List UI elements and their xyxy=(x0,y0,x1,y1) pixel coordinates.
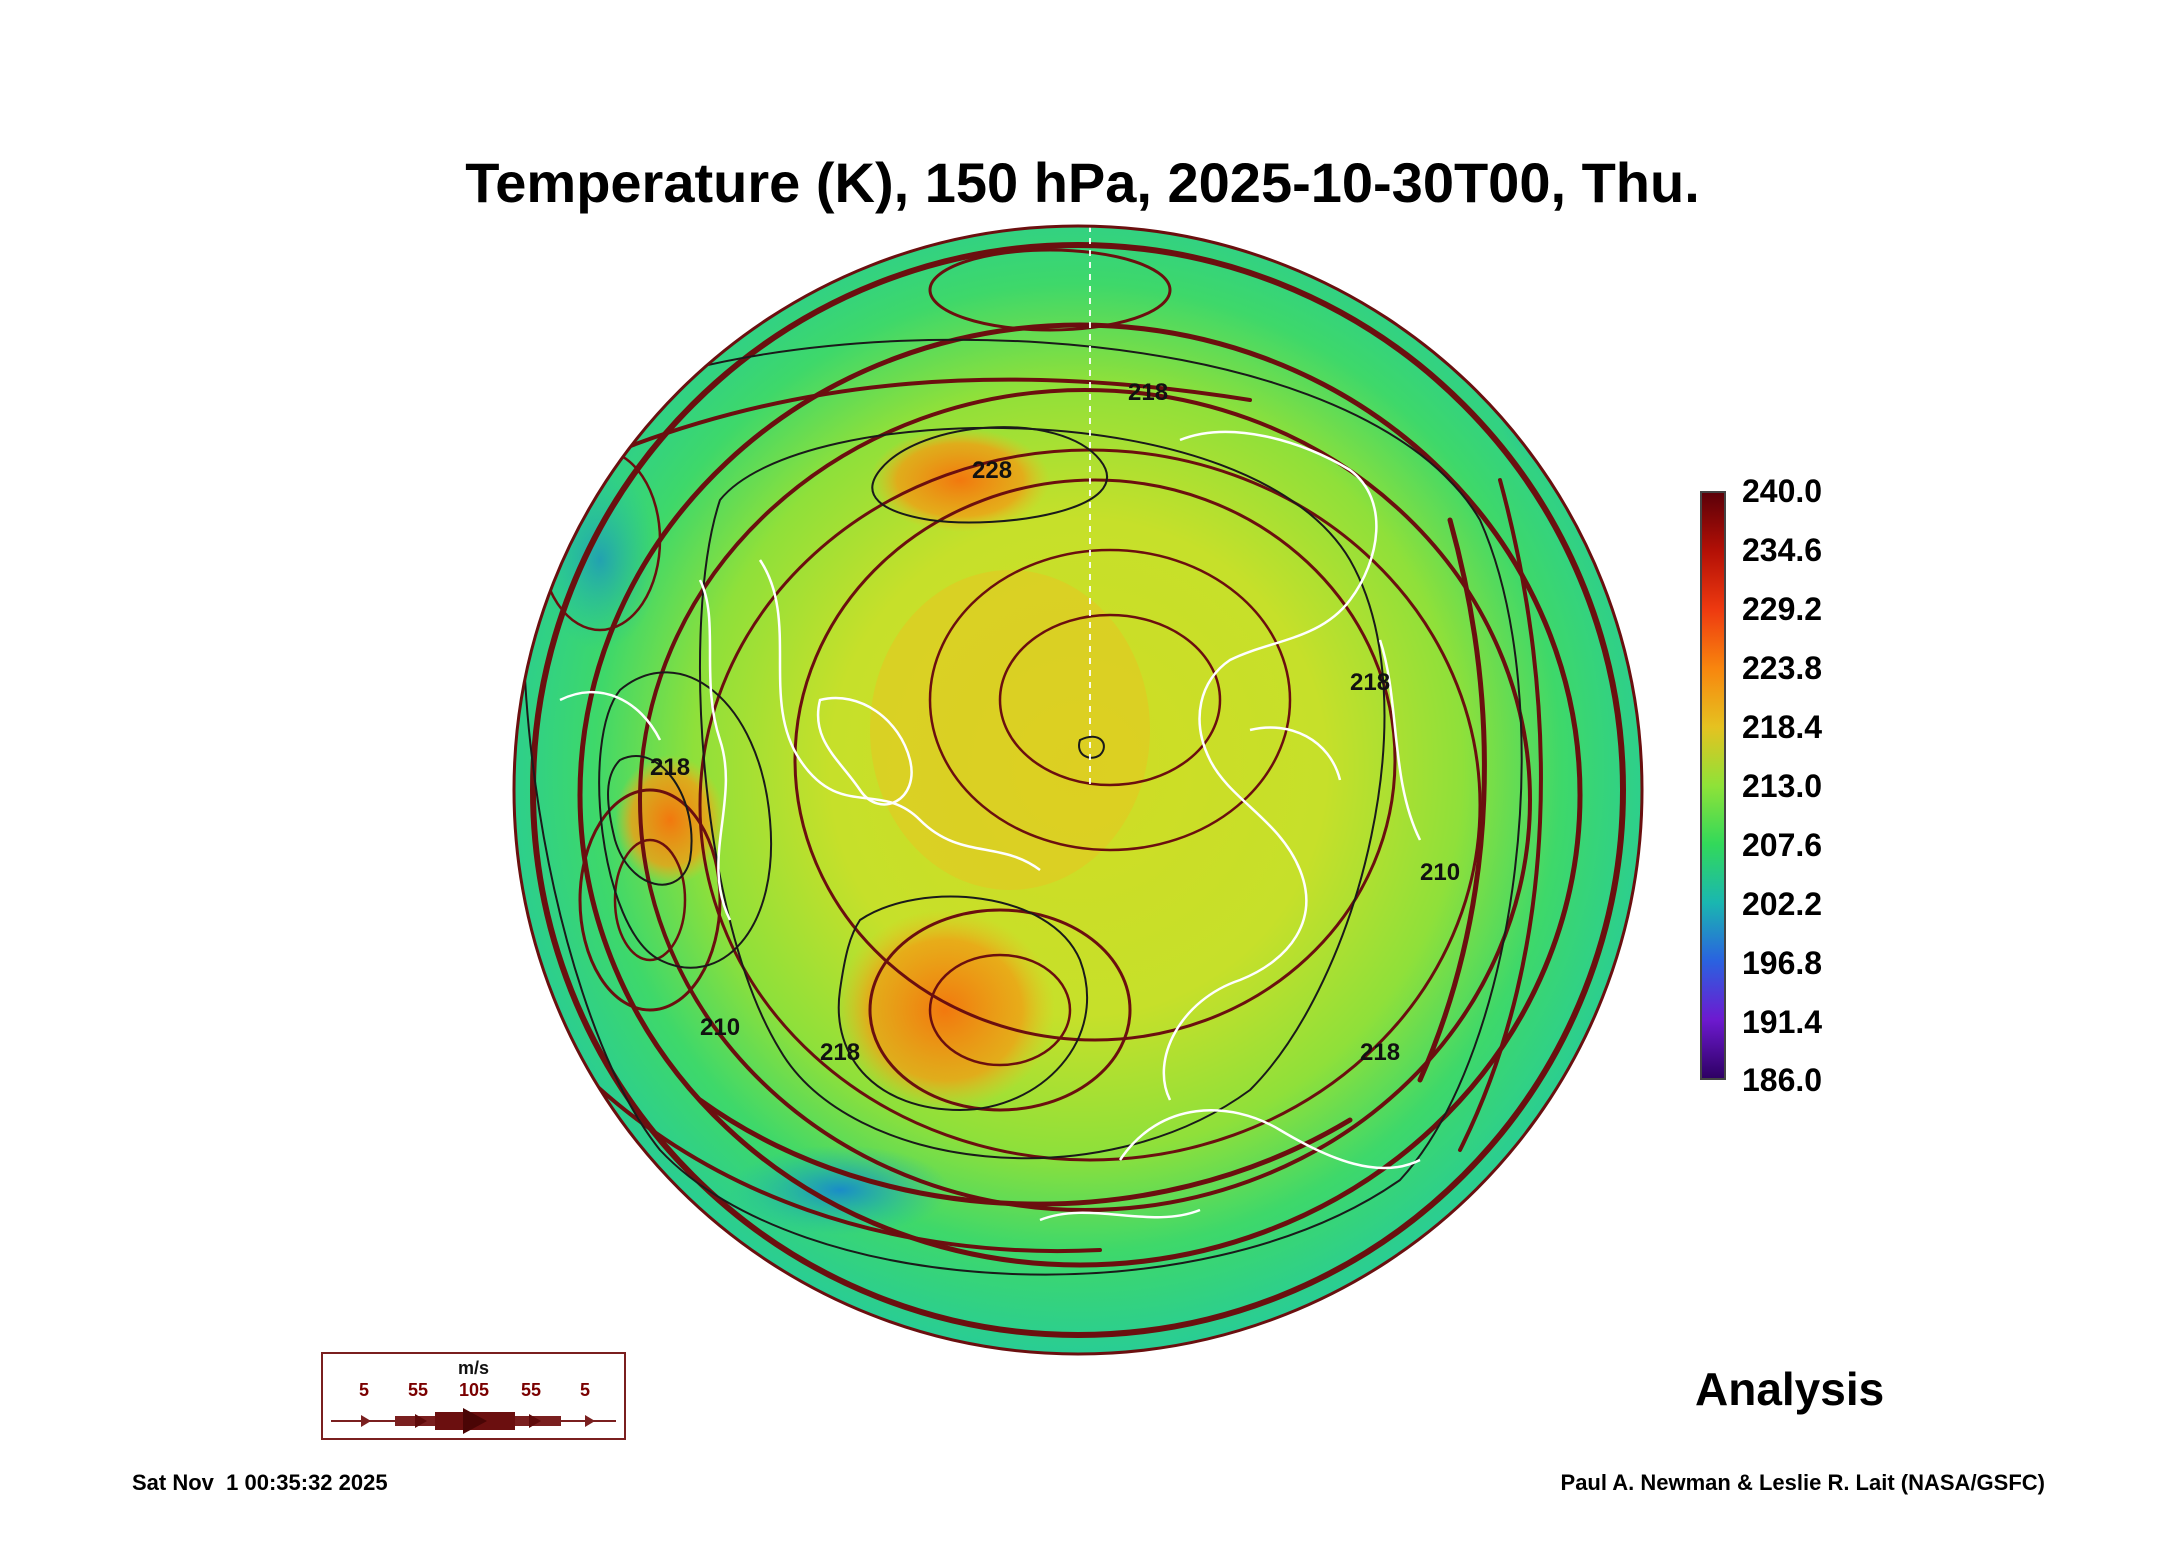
cool-anomaly xyxy=(730,1145,950,1235)
colorbar-label: 229.2 xyxy=(1742,591,1823,627)
wind-legend-speed: 105 xyxy=(458,1380,490,1400)
temperature-colorbar xyxy=(1700,491,1726,1080)
contour-label: 218 xyxy=(1350,669,1390,696)
colorbar-label: 202.2 xyxy=(1742,886,1823,922)
colorbar-label: 186.0 xyxy=(1742,1062,1823,1098)
colorbar-label: 196.8 xyxy=(1742,945,1823,981)
colorbar-label: 207.6 xyxy=(1742,827,1823,863)
wind-legend-speed: 5 xyxy=(358,1380,369,1400)
temperature-contours xyxy=(522,338,1523,1276)
colorbar-label: 234.6 xyxy=(1742,532,1823,568)
wind-legend-unit: m/s xyxy=(457,1358,490,1378)
colorbar-label: 223.8 xyxy=(1742,650,1823,686)
contour-label: 218 xyxy=(1360,1039,1400,1066)
analysis-label: Analysis xyxy=(1695,1363,1885,1415)
wind-legend-speed: 55 xyxy=(407,1380,429,1400)
contour-label: 210 xyxy=(1420,859,1460,886)
contour-label: 210 xyxy=(700,1014,740,1041)
colorbar-label: 191.4 xyxy=(1742,1004,1823,1040)
warm-anomaly xyxy=(870,570,1150,890)
map-title: Temperature (K), 150 hPa, 2025-10-30T00,… xyxy=(465,151,1700,214)
wind-legend-arrow xyxy=(331,1408,616,1434)
contour-label: 228 xyxy=(972,457,1012,484)
map-border xyxy=(512,224,1644,1356)
warm-anomaly xyxy=(835,910,1055,1110)
wind-legend-speed: 55 xyxy=(520,1380,542,1400)
colorbar-label: 213.0 xyxy=(1742,768,1823,804)
contour-label: 218 xyxy=(820,1039,860,1066)
colorbar-label: 218.4 xyxy=(1742,709,1823,745)
cool-anomaly xyxy=(1500,360,1642,480)
warm-anomaly xyxy=(870,428,1050,532)
footer-credit: Paul A. Newman & Leslie R. Lait (NASA/GS… xyxy=(1560,1470,2045,1495)
wind-speed-legend: m/s 5 55 105 55 5 xyxy=(321,1352,626,1440)
wind-legend-speed: 5 xyxy=(579,1380,590,1400)
colorbar-label: 240.0 xyxy=(1742,473,1823,509)
contour-label: 218 xyxy=(650,754,690,781)
contour-labels: 218 228 218 210 218 210 218 218 xyxy=(650,379,1460,1066)
coastlines xyxy=(559,430,1422,1222)
contour-label: 218 xyxy=(1128,379,1168,406)
footer-timestamp: Sat Nov 1 00:35:32 2025 xyxy=(132,1470,388,1495)
wind-streamlines xyxy=(530,242,1626,1338)
